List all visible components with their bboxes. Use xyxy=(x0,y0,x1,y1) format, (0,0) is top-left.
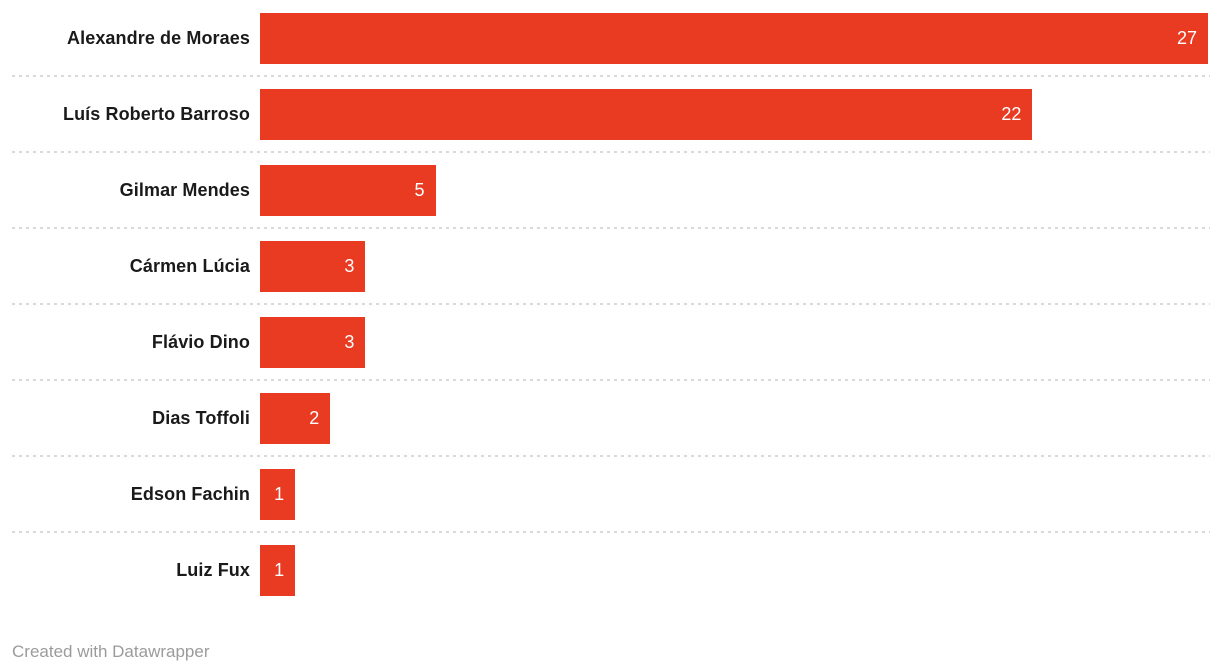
value-label: 27 xyxy=(1176,28,1197,48)
value-label: 5 xyxy=(414,180,425,200)
bar: 5 xyxy=(260,164,436,216)
bar-track: 27 xyxy=(260,12,1208,64)
bar-row: Gilmar Mendes 5 xyxy=(0,152,1220,229)
bar-row: Dias Toffoli 2 xyxy=(0,380,1220,457)
value-label: 1 xyxy=(274,560,285,580)
bar-track: 3 xyxy=(260,316,1208,368)
bar-track: 5 xyxy=(260,164,1208,216)
bar-track: 2 xyxy=(260,392,1208,444)
bar-track: 3 xyxy=(260,240,1208,292)
category-label: Edson Fachin xyxy=(130,483,250,504)
bar-row: Flávio Dino 3 xyxy=(0,304,1220,381)
value-label: 3 xyxy=(344,256,355,276)
bar: 1 xyxy=(260,544,296,596)
bar: 27 xyxy=(260,12,1208,64)
category-label: Flávio Dino xyxy=(151,331,250,352)
value-label: 2 xyxy=(309,408,320,428)
bar: 1 xyxy=(260,468,296,520)
category-label: Gilmar Mendes xyxy=(119,179,250,200)
value-label: 3 xyxy=(344,332,355,352)
bar: 2 xyxy=(260,392,331,444)
bar-track: 22 xyxy=(260,88,1208,140)
value-label: 22 xyxy=(1001,104,1022,124)
category-label: Luís Roberto Barroso xyxy=(62,103,250,124)
bar: 22 xyxy=(260,88,1033,140)
bar-rows: Alexandre de Moraes 27 Luís Roberto Barr… xyxy=(0,0,1220,608)
bar-row: Luiz Fux 1 xyxy=(0,532,1220,608)
category-label: Cármen Lúcia xyxy=(129,255,250,276)
bar-track: 1 xyxy=(260,544,1208,596)
bar-track: 1 xyxy=(260,468,1208,520)
category-label: Dias Toffoli xyxy=(152,407,250,428)
bar-row: Luís Roberto Barroso 22 xyxy=(0,76,1220,153)
category-label: Alexandre de Moraes xyxy=(67,27,250,48)
bar-row: Edson Fachin 1 xyxy=(0,456,1220,533)
category-label: Luiz Fux xyxy=(176,559,250,580)
bar: 3 xyxy=(260,240,366,292)
attribution-link[interactable]: Created with Datawrapper xyxy=(12,642,210,661)
value-label: 1 xyxy=(274,484,285,504)
bar-row: Alexandre de Moraes 27 xyxy=(0,0,1220,77)
bar-row: Cármen Lúcia 3 xyxy=(0,228,1220,305)
bar: 3 xyxy=(260,316,366,368)
